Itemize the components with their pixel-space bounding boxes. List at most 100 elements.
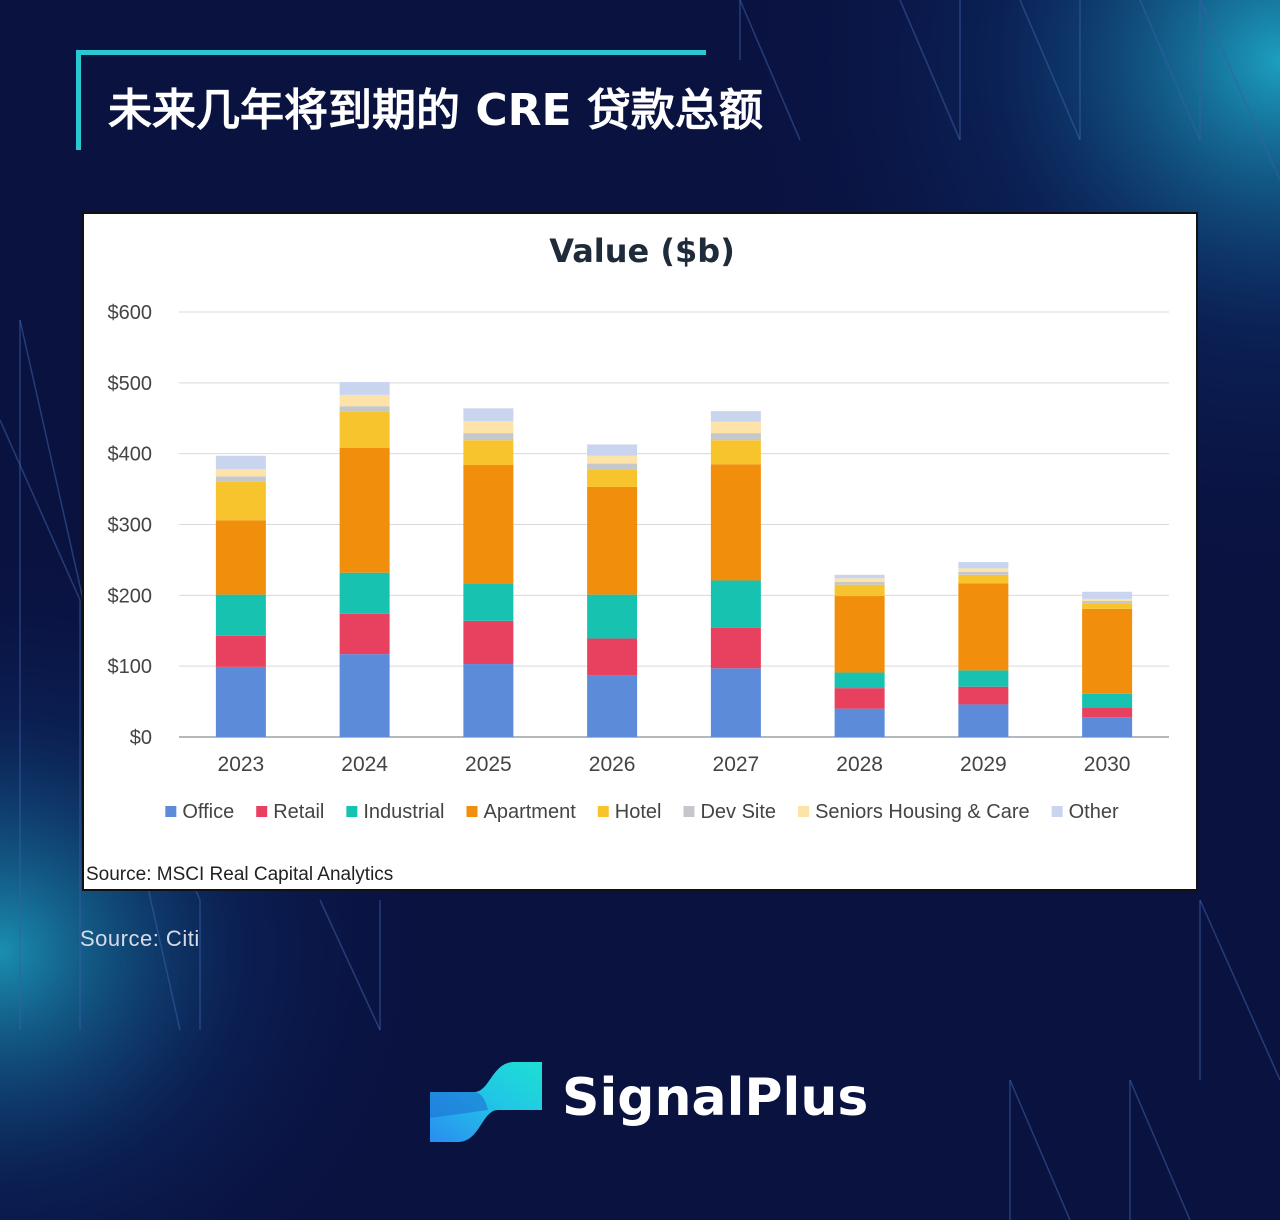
bar-segment	[215, 481, 266, 521]
bar-segment	[215, 635, 266, 667]
x-tick-label: 2023	[218, 753, 265, 776]
bar-segment	[215, 476, 266, 482]
bar-segment	[463, 465, 514, 584]
x-tick-label: 2029	[960, 753, 1007, 776]
bar-segment	[958, 670, 1009, 687]
title-frame	[76, 50, 706, 150]
bar-segment	[834, 578, 885, 582]
x-tick-label: 2028	[836, 753, 883, 776]
bar-segment	[710, 433, 761, 441]
bar-segment	[1082, 717, 1133, 737]
bar-segment	[339, 654, 390, 737]
y-tick-label: $300	[108, 515, 153, 537]
y-tick-label: $400	[108, 444, 153, 466]
y-tick-label: $500	[108, 373, 153, 395]
bar-segment	[463, 583, 514, 621]
bar-segment	[587, 469, 638, 487]
y-tick-label: $600	[108, 302, 153, 324]
bar-segment	[1082, 598, 1133, 601]
bar-segment	[958, 571, 1009, 575]
bar-segment	[339, 411, 390, 448]
bar-segment	[587, 638, 638, 676]
bar-segment	[339, 382, 390, 395]
bar-segment	[587, 444, 638, 456]
bar-segment	[463, 408, 514, 422]
bar-segment	[834, 688, 885, 709]
bar-segment	[339, 394, 390, 407]
bar-segment	[958, 704, 1009, 737]
chart-title: Value ($b)	[549, 232, 735, 270]
y-tick-label: $200	[108, 585, 153, 607]
bar-segment	[834, 574, 885, 579]
chart-card: Value ($b) $0 $100 $200 $300 $400 $500 $600 2023…	[82, 212, 1198, 891]
bar-segment	[463, 433, 514, 441]
legend-label: Office	[182, 801, 234, 823]
y-tick-label: $100	[108, 656, 153, 678]
legend-label: Apartment	[484, 801, 577, 823]
page-source: Source: Citi	[80, 926, 200, 951]
legend-label: Other	[1069, 801, 1119, 823]
legend-swatch	[256, 806, 268, 817]
legend-label: Seniors Housing & Care	[815, 801, 1030, 823]
bar-segment	[1082, 591, 1133, 599]
bar-segment	[958, 568, 1009, 572]
bar-segment	[587, 594, 638, 639]
bar-segment	[958, 574, 1009, 584]
bar-segment	[215, 520, 266, 595]
bar-segment	[463, 664, 514, 737]
bar-segment	[834, 672, 885, 689]
x-tick-label: 2025	[465, 753, 512, 776]
bar-segment	[710, 421, 761, 434]
bar-segment	[215, 666, 266, 737]
bar-segment	[339, 572, 390, 614]
bar-segment	[1082, 707, 1133, 718]
bar-segment	[710, 440, 761, 465]
bar-segment	[339, 613, 390, 655]
brand-name: SignalPlus	[562, 1068, 869, 1128]
legend-label: Dev Site	[700, 801, 776, 823]
signalplus-logo-icon	[430, 1062, 542, 1142]
legend-swatch	[798, 806, 810, 817]
bar-segment	[834, 584, 885, 597]
bar-segment	[587, 455, 638, 464]
bar-segment	[834, 581, 885, 585]
y-tick-label: $0	[130, 727, 152, 749]
bar-segment	[1082, 693, 1133, 708]
bar-segment	[958, 562, 1009, 569]
legend-swatch	[683, 806, 695, 817]
legend-swatch	[346, 806, 358, 817]
bar-segment	[710, 411, 761, 422]
bar-segment	[463, 421, 514, 434]
legend-swatch	[1051, 806, 1063, 817]
legend-label: Industrial	[363, 801, 444, 823]
legend-label: Hotel	[615, 801, 662, 823]
legend-swatch	[165, 806, 177, 817]
bar-segment	[710, 668, 761, 737]
bar-segment	[339, 448, 390, 573]
page-title: 未来几年将到期的 CRE 贷款总额	[108, 85, 763, 136]
bar-segment	[834, 596, 885, 673]
bar-segment	[710, 627, 761, 669]
bar-segment	[958, 686, 1009, 705]
bar-segment	[463, 620, 514, 665]
bar-segment	[215, 594, 266, 636]
bar-segment	[958, 583, 1009, 671]
x-tick-label: 2027	[713, 753, 760, 776]
bar-segment	[587, 463, 638, 470]
bar-segment	[339, 406, 390, 412]
stacked-bar-chart: Value ($b) $0 $100 $200 $300 $400 $500 $600 2023…	[108, 232, 1169, 823]
x-tick-label: 2026	[589, 753, 636, 776]
legend-label: Retail	[273, 801, 324, 823]
bar-segment	[215, 455, 266, 470]
bar-segment	[463, 440, 514, 465]
bar-segment	[710, 580, 761, 628]
legend-swatch	[597, 806, 609, 817]
bar-segment	[834, 708, 885, 737]
bar-segment	[215, 469, 266, 477]
bar-segment	[1082, 608, 1133, 694]
chart-source: Source: MSCI Real Capital Analytics	[86, 864, 394, 885]
bar-segment	[1082, 601, 1133, 604]
bar-segment	[1082, 603, 1133, 609]
bar-segment	[587, 486, 638, 595]
bar-segment	[587, 675, 638, 737]
